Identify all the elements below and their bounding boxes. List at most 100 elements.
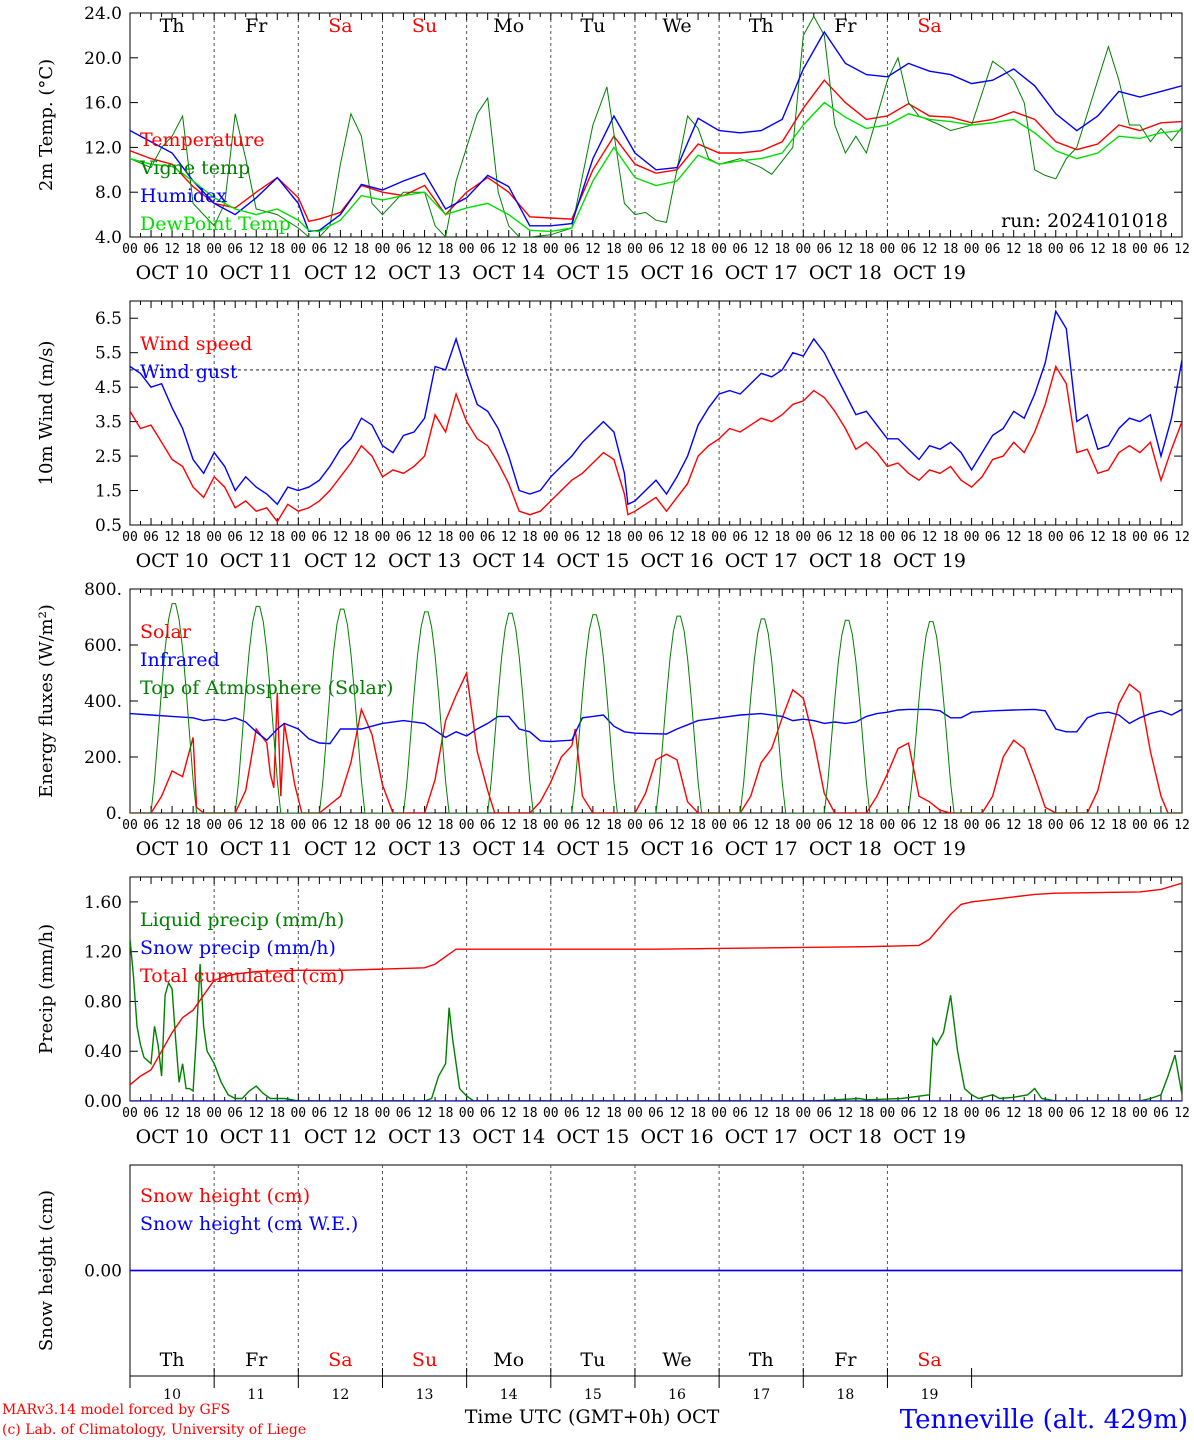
hour-tick-label: 12 [1006, 818, 1022, 833]
series-line-temperature [130, 79, 1182, 223]
date-label: OCT 15 [556, 550, 629, 572]
hour-tick-label: 00 [122, 242, 138, 257]
hour-tick-label: 12 [333, 242, 349, 257]
hour-tick-label: 12 [333, 530, 349, 545]
hour-tick-label: 12 [753, 1106, 769, 1121]
hour-tick-label: 00 [375, 818, 391, 833]
hour-tick-label: 12 [501, 818, 517, 833]
day-name-top: Su [412, 15, 437, 37]
hour-tick-label: 06 [732, 530, 748, 545]
y-axis-label: 2m Temp. (°C) [36, 59, 57, 191]
hour-tick-label: 12 [1174, 1106, 1190, 1121]
hour-tick-label: 12 [417, 818, 433, 833]
hour-tick-label: 00 [627, 818, 643, 833]
hour-tick-label: 18 [269, 242, 285, 257]
y-tick-label: 4.0 [95, 228, 122, 248]
y-tick-label: 1.60 [84, 893, 122, 913]
hour-tick-label: 00 [1132, 818, 1148, 833]
hour-tick-label: 00 [880, 530, 896, 545]
hour-tick-label: 00 [711, 242, 727, 257]
date-label: OCT 13 [388, 262, 461, 284]
hour-tick-label: 06 [480, 1106, 496, 1121]
hour-tick-label: 12 [922, 530, 938, 545]
hour-tick-label: 12 [1174, 818, 1190, 833]
hour-tick-label: 06 [985, 530, 1001, 545]
y-tick-label: 12.0 [84, 138, 122, 158]
hour-tick-label: 12 [248, 242, 264, 257]
hour-tick-label: 18 [774, 1106, 790, 1121]
hour-tick-label: 06 [901, 530, 917, 545]
hour-tick-label: 06 [1069, 242, 1085, 257]
hour-tick-label: 12 [417, 242, 433, 257]
hour-tick-label: 00 [964, 818, 980, 833]
date-label: OCT 17 [725, 550, 798, 572]
hour-tick-label: 00 [122, 1106, 138, 1121]
hour-tick-label: 06 [227, 242, 243, 257]
hour-tick-label: 12 [669, 818, 685, 833]
hour-tick-label: 12 [922, 242, 938, 257]
series-line-dewpoint-temp [130, 101, 1182, 233]
day-name-bottom: Fr [834, 1349, 857, 1371]
hour-tick-label: 06 [312, 242, 328, 257]
hour-tick-label: 18 [690, 530, 706, 545]
day-name-top: Sa [328, 15, 352, 37]
hour-tick-label: 18 [1111, 818, 1127, 833]
date-label: OCT 12 [304, 1126, 377, 1148]
hour-tick-label: 06 [985, 1106, 1001, 1121]
panel-frame [129, 588, 1183, 814]
hour-tick-label: 06 [227, 1106, 243, 1121]
hour-tick-label: 00 [543, 530, 559, 545]
time-axis-label: Time UTC (GMT+0h) OCT [465, 1406, 720, 1428]
day-number: 10 [163, 1387, 181, 1403]
hour-tick-label: 06 [648, 530, 664, 545]
hour-tick-label: 00 [459, 1106, 475, 1121]
hour-tick-label: 18 [269, 530, 285, 545]
hour-tick-label: 00 [122, 818, 138, 833]
hour-tick-label: 06 [901, 1106, 917, 1121]
day-number: 18 [836, 1387, 854, 1403]
hour-tick-label: 18 [438, 530, 454, 545]
y-axis-label: Precip (mm/h) [36, 924, 57, 1054]
hour-tick-label: 06 [480, 818, 496, 833]
hour-tick-label: 06 [732, 818, 748, 833]
day-number: 19 [921, 1387, 939, 1403]
date-label: OCT 18 [809, 1126, 882, 1148]
hour-tick-label: 18 [859, 242, 875, 257]
hour-tick-label: 06 [396, 242, 412, 257]
day-name-top: We [662, 15, 691, 37]
hour-tick-label: 00 [290, 818, 306, 833]
hour-tick-label: 12 [164, 1106, 180, 1121]
legend-entry: Top of Atmosphere (Solar) [140, 677, 393, 699]
date-label: OCT 17 [725, 262, 798, 284]
hour-tick-label: 06 [732, 1106, 748, 1121]
series-line-vigne-temp [130, 15, 1182, 237]
date-label: OCT 11 [220, 1126, 293, 1148]
y-tick-label: 0.5 [95, 516, 122, 536]
day-name-bottom: Fr [245, 1349, 268, 1371]
legend-entry: Vigne temp [139, 157, 250, 179]
y-tick-label: 600. [84, 636, 122, 656]
hour-tick-label: 00 [543, 242, 559, 257]
y-tick-label: 8.0 [95, 183, 122, 203]
hour-tick-label: 12 [838, 818, 854, 833]
y-tick-label: 4.5 [95, 378, 122, 398]
date-label: OCT 12 [304, 262, 377, 284]
date-label: OCT 15 [556, 838, 629, 860]
hour-tick-label: 06 [1069, 1106, 1085, 1121]
legend-entry: Wind gust [140, 361, 238, 383]
hour-tick-label: 18 [1027, 242, 1043, 257]
hour-tick-label: 18 [606, 1106, 622, 1121]
hour-tick-label: 12 [838, 530, 854, 545]
hour-tick-label: 00 [627, 530, 643, 545]
hour-tick-label: 18 [859, 818, 875, 833]
hour-tick-label: 18 [522, 242, 538, 257]
hour-tick-label: 00 [964, 1106, 980, 1121]
date-label: OCT 12 [304, 550, 377, 572]
day-number: 13 [416, 1387, 434, 1403]
hour-tick-label: 06 [396, 530, 412, 545]
hour-tick-label: 00 [206, 1106, 222, 1121]
hour-tick-label: 00 [711, 1106, 727, 1121]
day-name-bottom: Th [749, 1349, 774, 1371]
hour-tick-label: 18 [1111, 530, 1127, 545]
hour-tick-label: 12 [333, 1106, 349, 1121]
